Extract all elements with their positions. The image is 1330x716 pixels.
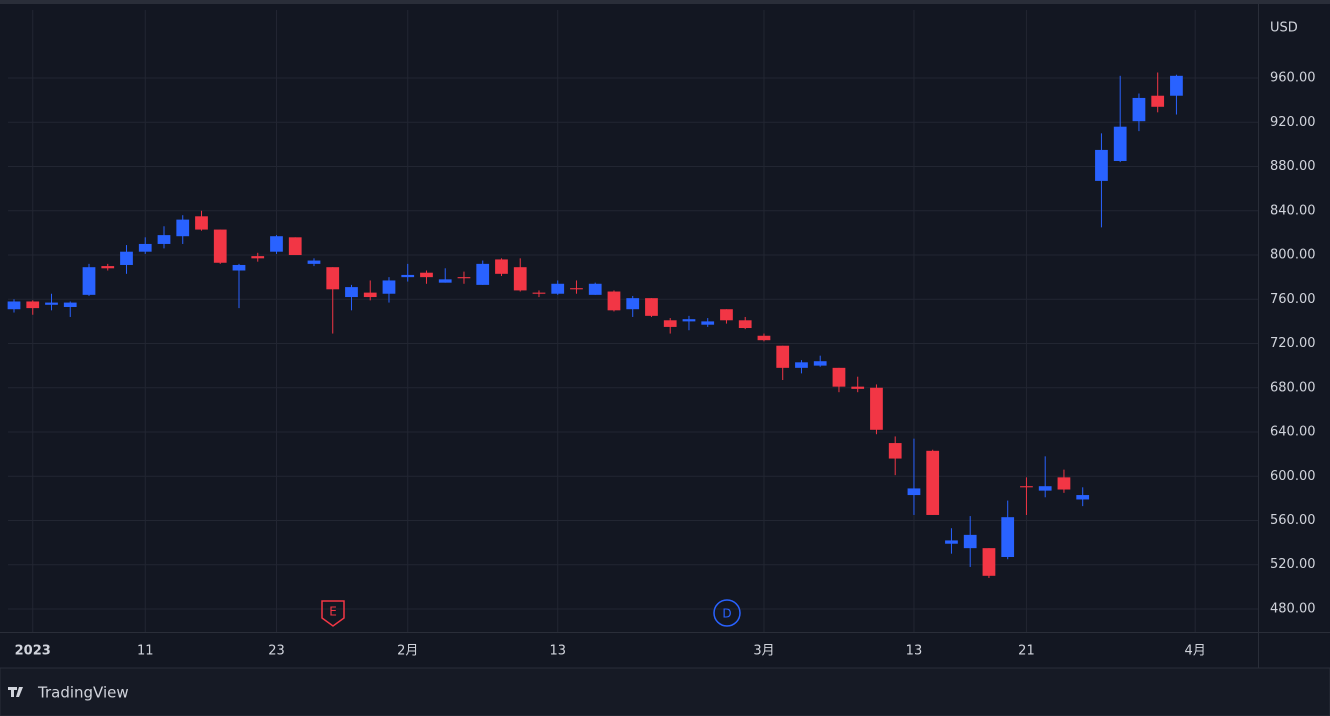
y-tick-label: 560.00 <box>1270 513 1316 528</box>
x-tick-label: 3月 <box>753 644 774 659</box>
candle-body <box>926 450 940 515</box>
brand-logo: TradingView <box>8 684 129 702</box>
candle-body <box>288 237 302 256</box>
candle-body <box>626 298 640 310</box>
candle-body <box>176 219 190 237</box>
candle-body <box>495 259 508 274</box>
candle-body <box>813 361 827 366</box>
candle-body <box>888 443 902 459</box>
x-tick-label: 2023 <box>15 644 51 659</box>
y-tick-label: 600.00 <box>1270 469 1316 484</box>
y-tick-label: 640.00 <box>1270 425 1316 440</box>
y-tick-label: 880.00 <box>1270 159 1316 174</box>
candle-body <box>251 256 265 259</box>
top-bar <box>0 0 1330 4</box>
currency-label: USD <box>1270 21 1298 36</box>
candle-body <box>476 263 490 285</box>
y-tick-label: 840.00 <box>1270 203 1316 218</box>
dividend-marker[interactable] <box>713 599 741 627</box>
y-tick-label: 720.00 <box>1270 336 1316 351</box>
candle-body <box>270 236 283 252</box>
candle-body <box>138 243 152 252</box>
y-tick-label: 760.00 <box>1270 292 1316 307</box>
footer <box>0 667 1330 716</box>
candle-body <box>120 251 133 265</box>
candle-body <box>570 288 583 290</box>
candle-body <box>1057 477 1071 490</box>
y-tick-label: 480.00 <box>1270 601 1316 616</box>
candle-body <box>645 298 658 316</box>
candle-body <box>157 235 171 244</box>
brand-name: TradingView <box>37 684 129 702</box>
candle-body <box>851 386 865 389</box>
candle-body <box>101 266 115 269</box>
candle-body <box>213 229 227 263</box>
earnings-marker[interactable] <box>321 600 345 627</box>
candle-body <box>307 260 321 264</box>
candle-body <box>363 292 377 298</box>
y-tick-label: 920.00 <box>1270 115 1316 130</box>
candle-body <box>832 367 846 387</box>
candle-body <box>420 272 433 278</box>
candle-body <box>945 540 958 544</box>
candle-body <box>963 534 977 549</box>
candle-body <box>7 301 21 310</box>
x-tick-label: 13 <box>549 644 566 659</box>
candle-body <box>738 320 752 329</box>
candle-body <box>82 267 96 295</box>
y-tick-label: 680.00 <box>1270 380 1316 395</box>
candle-body <box>232 264 246 271</box>
candle-body <box>701 321 715 325</box>
candle-body <box>1001 517 1015 558</box>
earnings-label: E <box>329 605 337 619</box>
x-tick-label: 23 <box>268 644 285 659</box>
candle-body <box>870 387 883 430</box>
candle-body <box>438 279 452 283</box>
candle-body <box>26 301 40 309</box>
candle-body <box>663 320 677 327</box>
y-tick-label: 520.00 <box>1270 557 1316 572</box>
candle-body <box>195 216 208 230</box>
dividend-label: D <box>722 607 731 621</box>
candle-body <box>401 274 415 278</box>
x-tick-label: 2月 <box>397 644 418 659</box>
candle-body <box>345 287 358 298</box>
candle-body <box>457 277 471 279</box>
x-tick-label: 4月 <box>1185 644 1206 659</box>
logo-icon <box>8 687 23 697</box>
x-tick-label: 11 <box>137 644 154 659</box>
candle-body <box>1076 495 1090 500</box>
candle-body <box>551 283 565 294</box>
y-tick-label: 960.00 <box>1270 71 1316 86</box>
candle-body <box>63 302 77 308</box>
candle-body <box>1170 75 1183 96</box>
candle-body <box>1151 95 1165 107</box>
candle-body <box>757 335 771 341</box>
x-tick-label: 13 <box>906 644 923 659</box>
candle-body <box>682 319 696 322</box>
candle-body <box>907 488 921 496</box>
candle-body <box>1038 486 1052 491</box>
candle-body <box>776 345 790 368</box>
candle-body <box>45 302 58 305</box>
x-tick-label: 21 <box>1018 644 1035 659</box>
candle-body <box>382 280 396 294</box>
candle-body <box>1020 486 1033 488</box>
candle-body <box>326 267 340 290</box>
y-tick-label: 800.00 <box>1270 248 1316 263</box>
candle-body <box>607 291 621 311</box>
candle-body <box>588 283 602 295</box>
candle-body <box>720 309 733 321</box>
candle-body <box>795 362 808 368</box>
candle-body <box>513 267 527 291</box>
candle-body <box>1132 97 1146 122</box>
candle-body <box>532 292 546 294</box>
candle-body <box>1113 126 1127 161</box>
candle-body <box>1095 149 1108 181</box>
candle-body <box>982 548 996 576</box>
